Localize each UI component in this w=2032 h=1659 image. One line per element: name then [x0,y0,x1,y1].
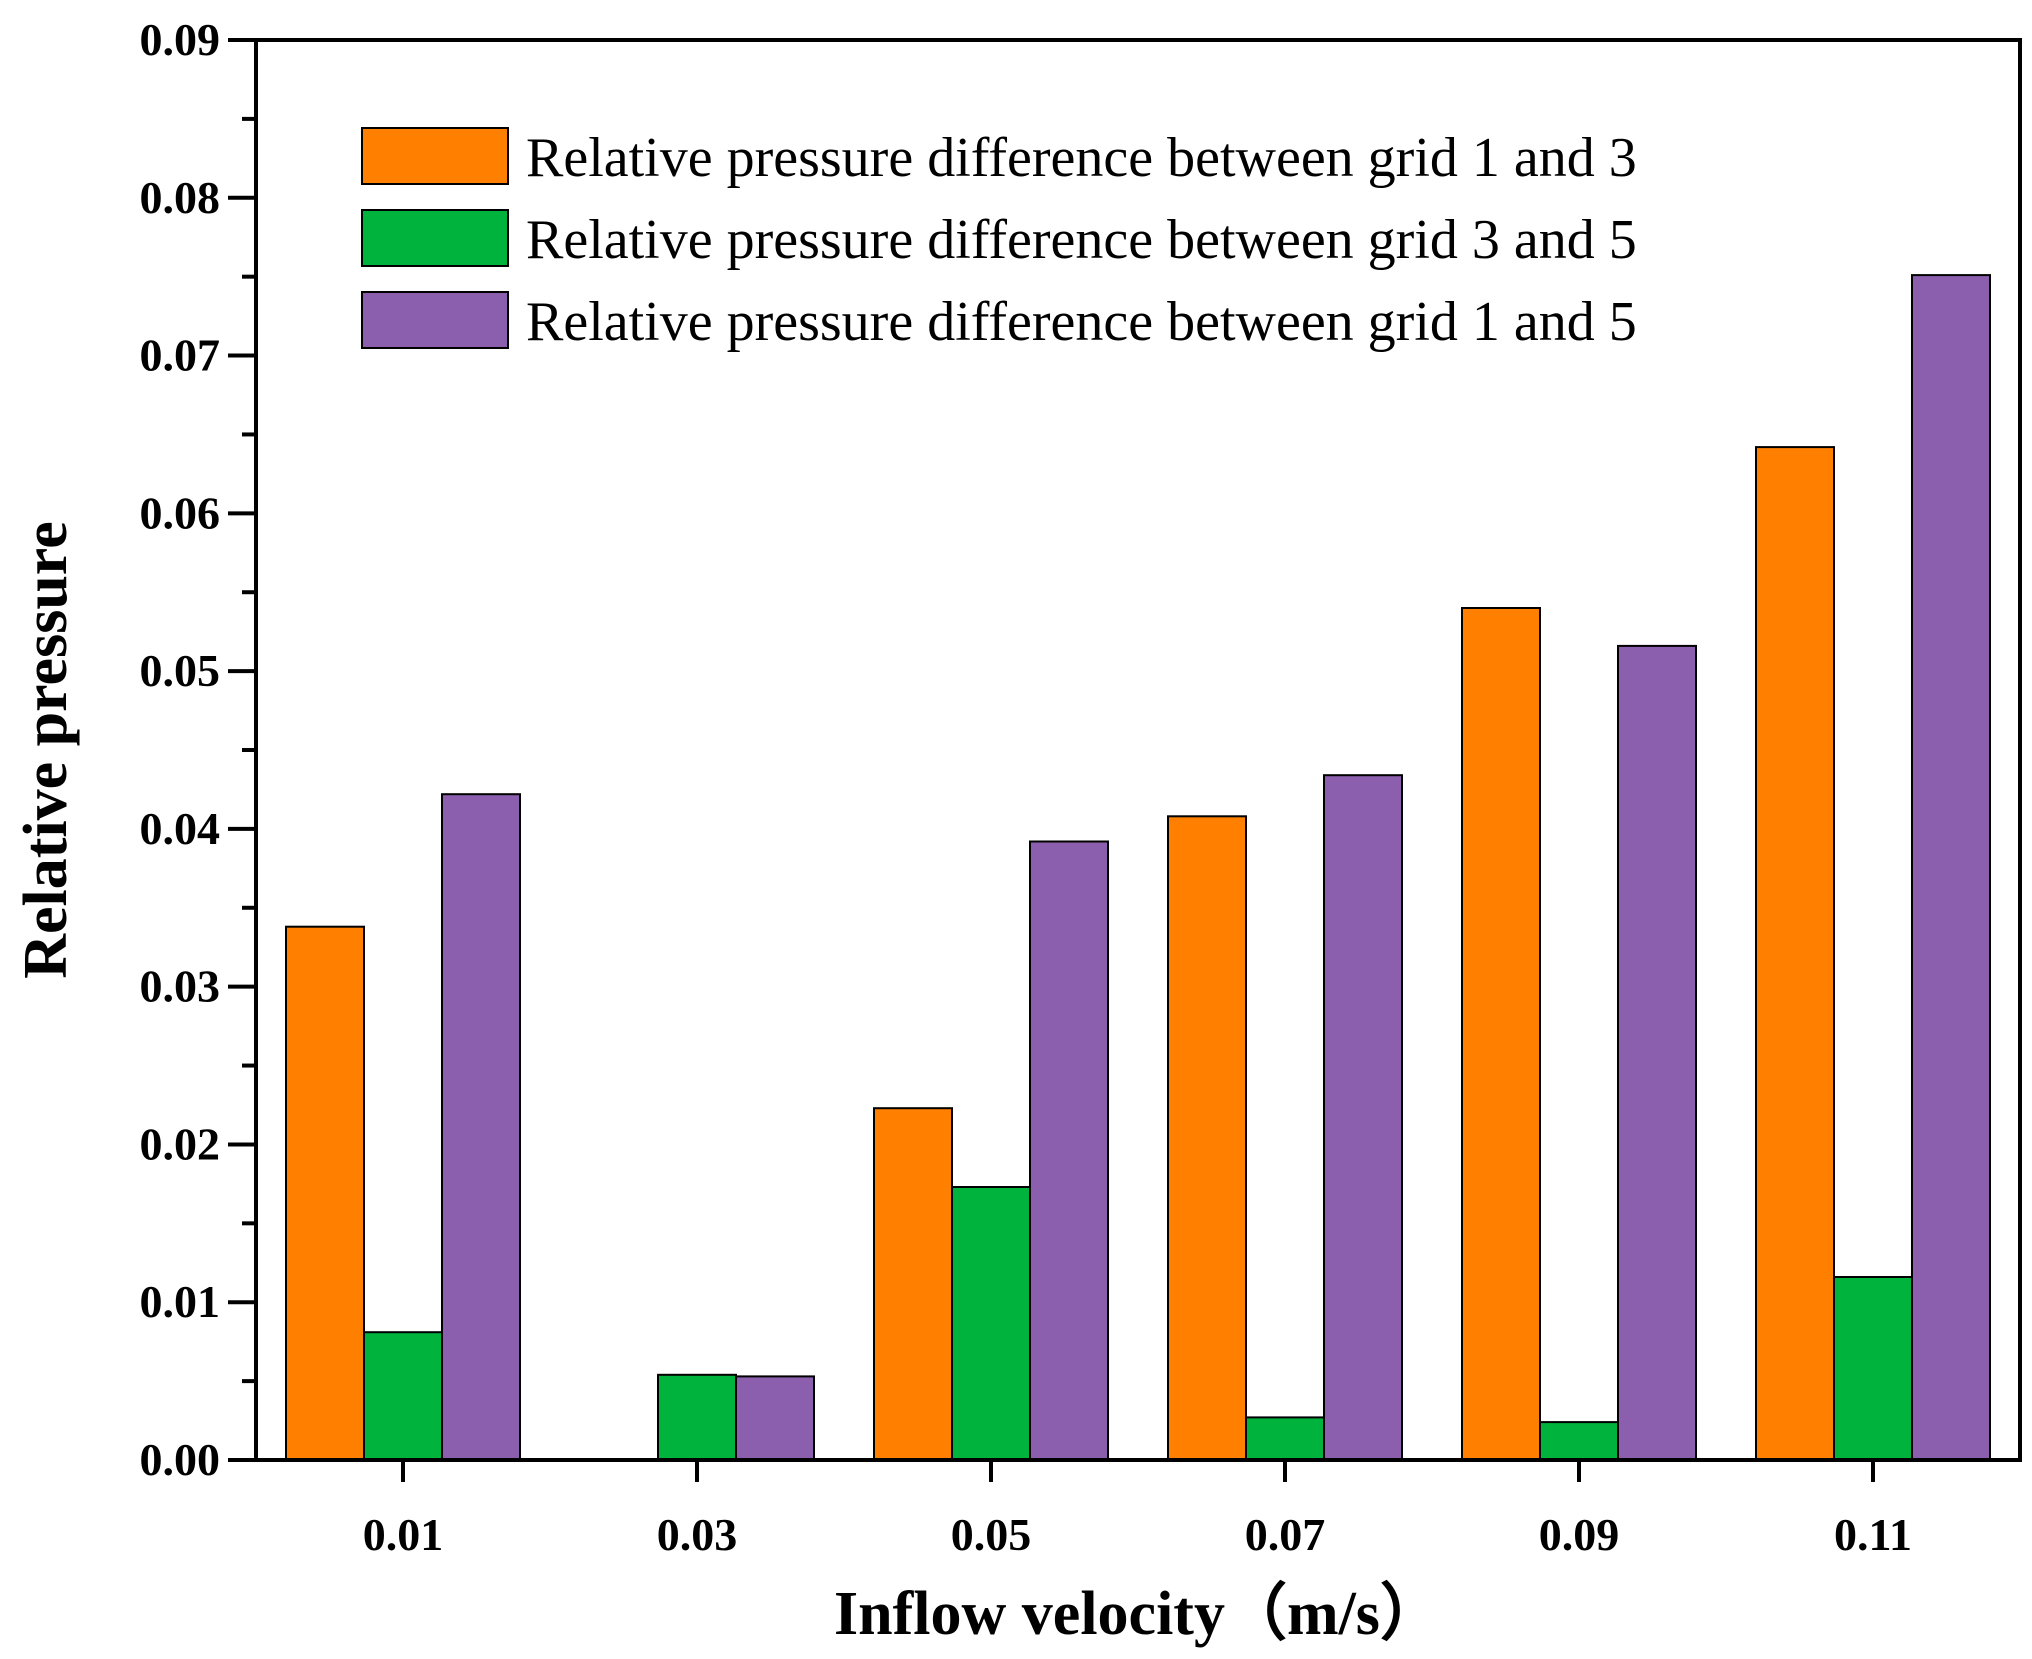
bar-0.03-series-3 [735,1375,815,1462]
x-tick-label: 0.05 [951,1509,1032,1560]
x-tick-label: 0.11 [1834,1509,1912,1560]
legend-swatch-3 [361,291,509,349]
bar-0.05-series-2 [951,1186,1031,1461]
bar-0.05-series-1 [873,1107,953,1461]
legend: Relative pressure difference between gri… [361,127,1637,353]
legend-swatch-1 [361,127,509,185]
y-tick-label: 0.02 [140,1118,221,1169]
y-tick-label: 0.04 [140,803,221,854]
y-tick-label: 0.01 [140,1276,221,1327]
x-axis-title: Inflow velocity（m/s） [834,1578,1442,1648]
legend-label-3: Relative pressure difference between gri… [526,291,1637,353]
bar-0.09-series-2 [1539,1421,1619,1461]
bar-0.11-series-1 [1755,446,1835,1462]
bar-0.07-series-1 [1167,815,1247,1461]
bar-0.07-series-2 [1245,1416,1325,1462]
y-tick-label: 0.07 [140,330,221,381]
y-tick-label: 0.00 [140,1434,221,1485]
y-tick-label: 0.06 [140,487,221,538]
y-tick-label: 0.08 [140,172,221,223]
bar-0.07-series-3 [1323,774,1403,1461]
axis-layer: 0.00 0.01 0.02 0.03 0.04 0.05 0.06 0.07 0.08 0.09… [140,14,1912,1560]
y-tick-label: 0.05 [140,645,221,696]
bar-0.01-series-1 [285,925,365,1461]
x-tick-label: 0.07 [1245,1509,1326,1560]
y-axis-title: Relative pressure [12,521,80,978]
bar-0.03-series-2 [657,1373,737,1462]
bar-0.11-series-2 [1833,1276,1913,1461]
bar-0.11-series-3 [1911,274,1991,1462]
bars-layer [285,274,1991,1462]
y-tick-label: 0.03 [140,961,221,1012]
y-tick-label: 0.09 [140,14,221,65]
bar-0.09-series-1 [1461,607,1541,1461]
x-tick-label: 0.09 [1539,1509,1620,1560]
legend-swatch-2 [361,209,509,267]
x-tick-label: 0.03 [657,1509,738,1560]
bar-0.01-series-3 [441,793,521,1461]
bar-0.09-series-3 [1617,644,1697,1461]
bar-0.05-series-3 [1029,840,1109,1461]
legend-label-2: Relative pressure difference between gri… [526,209,1637,271]
bar-0.01-series-2 [363,1331,443,1461]
legend-label-1: Relative pressure difference between gri… [526,127,1637,189]
x-tick-label: 0.01 [363,1509,444,1560]
